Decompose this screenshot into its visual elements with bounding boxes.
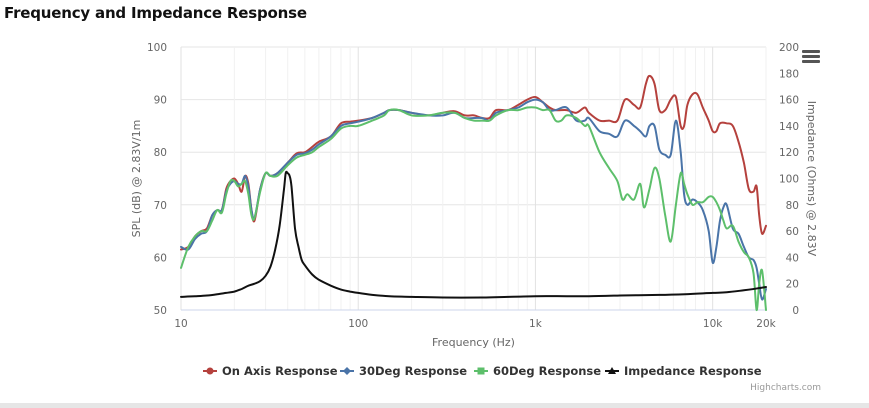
y-right-tick-label: 140 xyxy=(779,121,799,133)
legend-marker-circle xyxy=(206,367,214,375)
legend-item[interactable]: On Axis Response xyxy=(203,364,338,378)
legend-item[interactable]: 60Deg Response xyxy=(474,364,601,378)
y-left-tick-label: 50 xyxy=(154,305,167,317)
y-left-tick-label: 100 xyxy=(147,42,167,54)
y-right-tick-label: 160 xyxy=(779,95,799,107)
legend: On Axis Response 30Deg Response 60Deg Resp… xyxy=(203,364,762,378)
y-right-tick-label: 80 xyxy=(786,200,799,212)
series-line-1 xyxy=(180,74,767,251)
legend-marker-triangle xyxy=(608,367,616,374)
credits-text[interactable]: Highcharts.com xyxy=(750,383,821,393)
y-right-tick-label: 200 xyxy=(779,42,799,54)
x-axis-title: Frequency (Hz) xyxy=(432,336,515,349)
y-left-tick-label: 70 xyxy=(154,200,167,212)
series-line-4 xyxy=(180,170,767,299)
axes: 50 60 70 80 90 100 0 20 40 60 80 100 120 140 160 180 200… xyxy=(130,42,818,349)
menu-icon[interactable] xyxy=(802,50,820,66)
y-right-tick-label: 20 xyxy=(786,279,799,291)
legend-label: Impedance Response xyxy=(624,364,762,378)
bottom-divider xyxy=(0,403,869,408)
page-title: Frequency and Impedance Response xyxy=(4,4,307,22)
y-right-tick-label: 60 xyxy=(786,226,799,238)
y-left-tick-label: 80 xyxy=(154,147,167,159)
legend-label: 30Deg Response xyxy=(359,364,467,378)
y-right-tick-label: 0 xyxy=(792,305,799,317)
y-right-tick-label: 100 xyxy=(779,174,799,186)
x-tick-label: 20k xyxy=(756,318,776,330)
series-layer xyxy=(180,74,767,312)
y-right-tick-label: 180 xyxy=(779,68,799,80)
x-tick-label: 100 xyxy=(348,318,368,330)
legend-marker-square xyxy=(477,367,485,375)
y-right-tick-label: 120 xyxy=(779,147,799,159)
legend-marker-diamond xyxy=(343,367,351,375)
series-line-3 xyxy=(180,106,767,312)
x-tick-label: 1k xyxy=(529,318,543,330)
y-right-axis-title: Impedance (Ohms) @ 2.83V xyxy=(805,101,818,257)
legend-item[interactable]: 30Deg Response xyxy=(340,364,467,378)
x-tick-label: 10 xyxy=(174,318,187,330)
x-tick-label: 10k xyxy=(703,318,723,330)
legend-item[interactable]: Impedance Response xyxy=(605,364,762,378)
y-left-axis-title: SPL (dB) @ 2.83V/1m xyxy=(130,120,143,238)
legend-label: 60Deg Response xyxy=(493,364,601,378)
menu-bar xyxy=(802,60,820,63)
menu-bar xyxy=(802,50,820,53)
y-left-tick-label: 60 xyxy=(154,252,167,264)
y-right-tick-label: 40 xyxy=(786,252,799,264)
menu-bar xyxy=(802,55,820,58)
legend-label: On Axis Response xyxy=(222,364,338,378)
y-left-tick-label: 90 xyxy=(154,95,167,107)
